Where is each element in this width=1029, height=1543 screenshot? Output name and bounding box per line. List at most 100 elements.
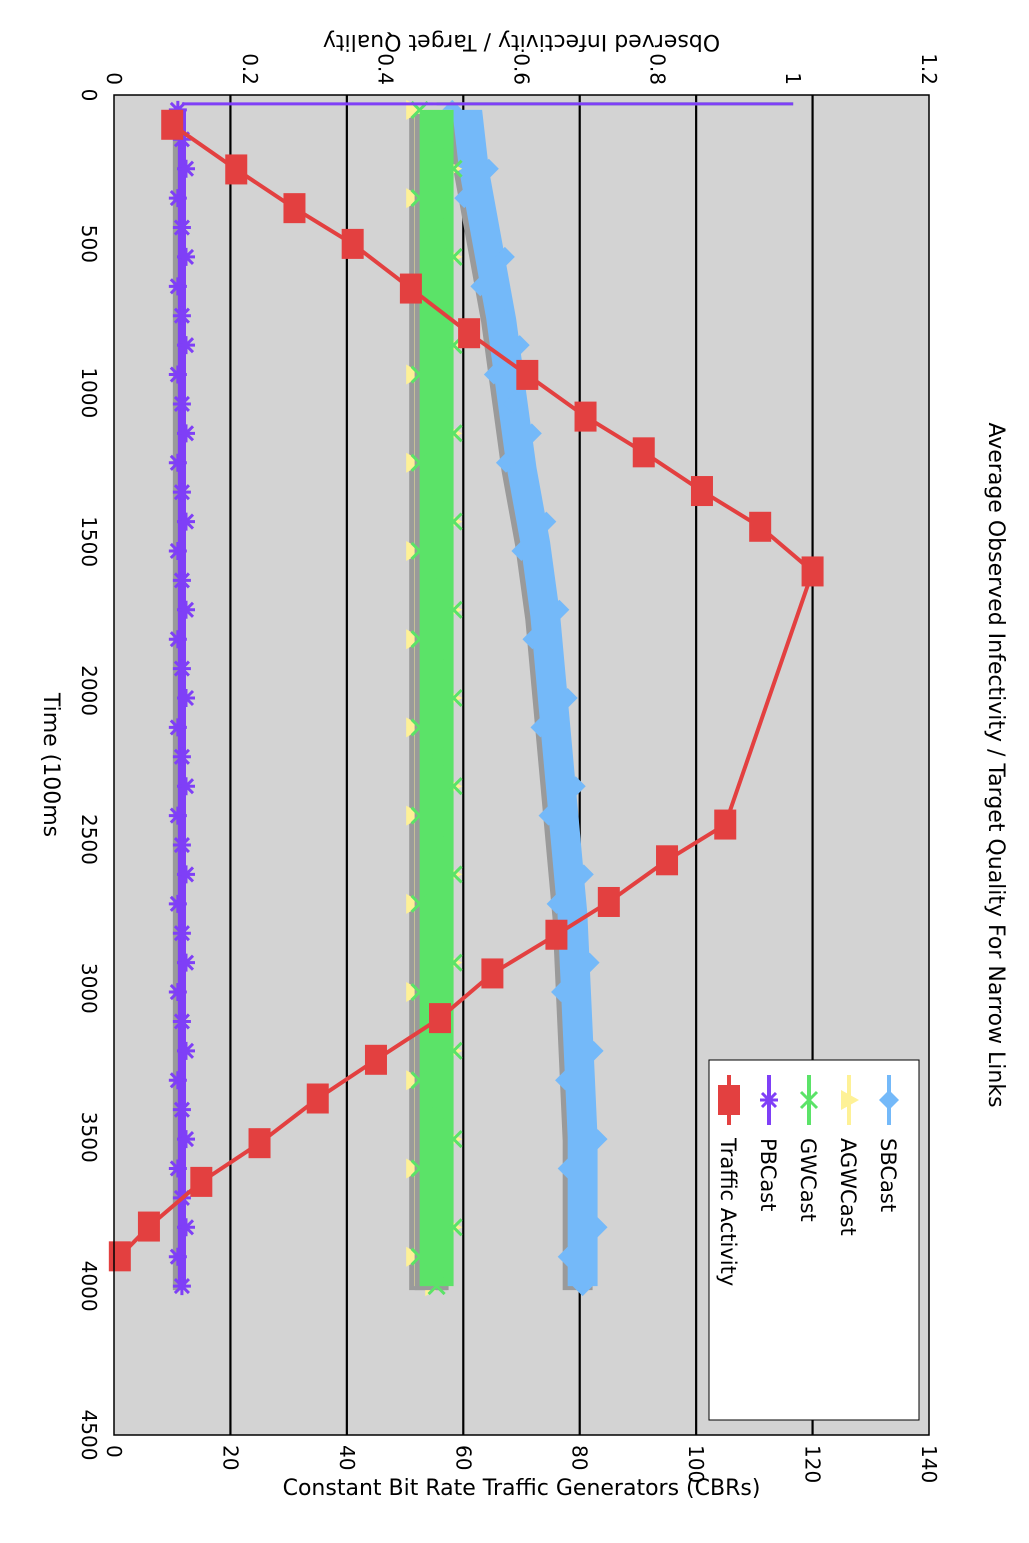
series-point <box>410 453 429 472</box>
traffic-point <box>458 318 481 349</box>
series-point <box>172 924 191 943</box>
series-point <box>478 158 499 179</box>
series-point <box>176 777 195 796</box>
chart-title: Average Observed Infectivity / Target Qu… <box>983 422 1008 1107</box>
traffic-point <box>481 958 504 989</box>
series-point <box>172 483 191 502</box>
series-point <box>168 718 187 737</box>
series-point <box>172 218 191 237</box>
traffic-point <box>108 1241 131 1272</box>
series-point <box>427 1100 446 1119</box>
x-tick-label: 0 <box>77 89 101 102</box>
y2-tick-label: 0 <box>102 1445 126 1458</box>
series-point <box>571 1099 592 1120</box>
traffic-point <box>283 193 306 224</box>
series-point <box>483 364 504 385</box>
traffic-point <box>714 809 737 840</box>
series-point <box>172 659 191 678</box>
y-tick-label: 0.4 <box>374 53 398 85</box>
x-tick-label: 1500 <box>77 516 101 567</box>
series-point <box>495 452 516 473</box>
legend-label: Traffic Activity <box>716 1137 740 1286</box>
traffic-point <box>364 1044 387 1075</box>
plot-frame <box>113 94 930 1436</box>
legend-box <box>708 1059 920 1421</box>
series-point <box>427 1277 446 1296</box>
traffic-point <box>429 1003 451 1034</box>
series-point <box>427 218 446 237</box>
series-point <box>444 424 463 443</box>
traffic-point <box>690 476 713 507</box>
x-tick-label: 500 <box>77 225 101 263</box>
series-point <box>444 159 463 178</box>
series-point <box>176 1041 195 1060</box>
series-point <box>444 953 463 972</box>
series-point <box>410 365 429 384</box>
legend-label: AGWCast <box>836 1138 860 1236</box>
traffic-point <box>516 359 539 390</box>
series-point <box>444 247 463 266</box>
traffic-point <box>545 919 568 950</box>
traffic-point <box>656 845 679 876</box>
y-tick-label: 0.6 <box>510 53 534 85</box>
series-point <box>168 1247 187 1266</box>
series-pbcast <box>168 100 794 1296</box>
traffic-point <box>749 511 772 542</box>
series-point <box>494 246 515 267</box>
series-point <box>522 629 543 650</box>
series-point <box>538 805 559 826</box>
x-tick-label: 1000 <box>77 367 101 418</box>
series-layer <box>108 99 824 1297</box>
series-point <box>410 1071 429 1090</box>
series-point <box>444 600 463 619</box>
y-axis-title: Observed Infectivity / Target Quality <box>323 29 720 54</box>
series-point <box>172 571 191 590</box>
series-point <box>410 630 429 649</box>
series-point <box>444 688 463 708</box>
traffic-point <box>161 109 184 140</box>
series-point <box>474 217 495 238</box>
y2-tick-label: 120 <box>801 1445 825 1483</box>
series-point <box>511 540 532 561</box>
series-point <box>583 1040 604 1061</box>
y2-tick-label: 100 <box>684 1445 708 1483</box>
series-point <box>444 512 463 531</box>
traffic-point <box>190 1166 213 1197</box>
series-point <box>470 276 491 297</box>
series-point <box>176 1218 195 1237</box>
series-point <box>172 1012 191 1031</box>
x-axis-title: Time (100ms <box>38 692 63 837</box>
y-tick-label: 0.2 <box>238 53 262 85</box>
x-tick-label: 4000 <box>77 1261 101 1312</box>
series-point <box>168 983 187 1002</box>
series-point <box>427 483 446 502</box>
series-point <box>168 894 187 913</box>
x-tick-label: 2000 <box>77 665 101 716</box>
series-point <box>460 129 481 150</box>
series-band <box>419 109 454 1287</box>
traffic-point <box>137 1211 160 1242</box>
series-point <box>555 1070 576 1091</box>
series-point <box>551 982 572 1003</box>
traffic-point <box>306 1083 329 1114</box>
series-point <box>410 982 429 1002</box>
series-point <box>572 1187 593 1208</box>
series-point <box>410 189 429 208</box>
y2-tick-label: 60 <box>451 1445 475 1470</box>
series-point <box>410 1159 429 1178</box>
series-point <box>516 482 537 503</box>
x-tick-label: 3500 <box>77 1112 101 1163</box>
x-tick-label: 4500 <box>77 1410 101 1461</box>
series-point <box>172 747 191 766</box>
y2-tick-label: 140 <box>917 1445 941 1483</box>
series-point <box>427 659 446 678</box>
traffic-point <box>632 437 655 468</box>
y2-axis-title: Constant Bit Rate Traffic Generators (CB… <box>283 1476 761 1501</box>
series-point <box>502 393 523 414</box>
series-point <box>427 130 446 149</box>
y-tick-label: 0 <box>102 72 126 85</box>
x-tick-label: 3000 <box>77 963 101 1014</box>
